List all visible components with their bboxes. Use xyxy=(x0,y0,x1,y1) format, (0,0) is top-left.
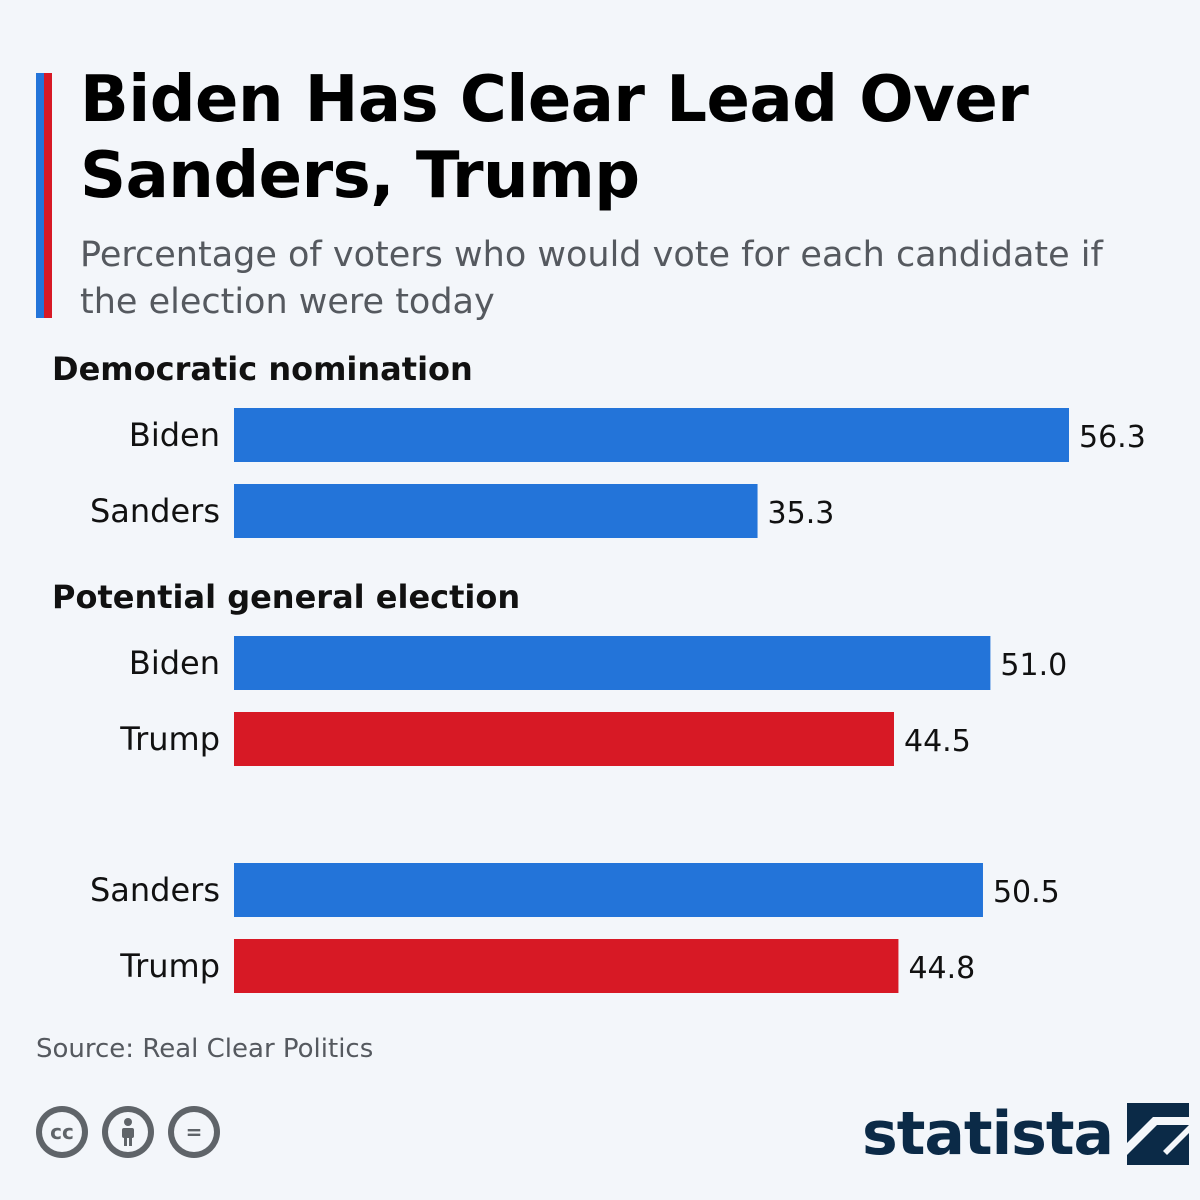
attribution-icon[interactable] xyxy=(102,1106,154,1158)
group-label-general-election: Potential general election xyxy=(52,578,521,616)
bar-biden-0 xyxy=(234,408,1069,462)
creative-commons-glyph: cc xyxy=(42,1112,82,1152)
bar-sanders-0 xyxy=(234,484,758,538)
bar-trump-2 xyxy=(234,939,899,993)
chart-subtitle: Percentage of voters who would vote for … xyxy=(80,235,1103,322)
bar-trump-1 xyxy=(234,712,894,766)
creative-commons-icon[interactable]: cc xyxy=(36,1106,88,1158)
category-label-sanders-2: Sanders xyxy=(90,871,220,909)
title-accent-blue xyxy=(36,73,44,318)
value-label-trump-1: 44.5 xyxy=(904,724,971,759)
category-label-trump-2: Trump xyxy=(119,947,220,985)
source-note: Source: Real Clear Politics xyxy=(36,1034,374,1064)
category-label-biden-0: Biden xyxy=(129,416,220,454)
statista-logo[interactable]: statista xyxy=(862,1094,1190,1174)
person-icon xyxy=(122,1118,134,1146)
bar-biden-1 xyxy=(234,636,991,690)
group-label-democratic-nomination: Democratic nomination xyxy=(52,350,473,388)
value-label-sanders-2: 50.5 xyxy=(993,875,1060,910)
chart-title: Biden Has Clear Lead Over Sanders, Trump xyxy=(80,63,1029,213)
attribution-glyph xyxy=(108,1112,148,1152)
bar-chart: Biden 56.3 Sanders 35.3 Biden 51.0 Trump 44.5 Sa… xyxy=(90,408,1146,993)
value-label-biden-0: 56.3 xyxy=(1079,420,1146,455)
no-derivatives-glyph: = xyxy=(174,1112,214,1152)
value-label-sanders-0: 35.3 xyxy=(768,496,835,531)
license-icons: cc = xyxy=(36,1106,220,1158)
brand-name: statista xyxy=(862,1099,1114,1169)
value-label-biden-1: 51.0 xyxy=(1000,648,1067,683)
bar-sanders-2 xyxy=(234,863,983,917)
value-label-trump-2: 44.8 xyxy=(908,951,975,986)
statista-logo-icon xyxy=(1127,1103,1190,1165)
no-derivatives-icon[interactable]: = xyxy=(168,1106,220,1158)
category-label-sanders-0: Sanders xyxy=(90,492,220,530)
category-label-trump-1: Trump xyxy=(119,720,220,758)
category-label-biden-1: Biden xyxy=(129,644,220,682)
title-accent-red xyxy=(44,73,52,318)
